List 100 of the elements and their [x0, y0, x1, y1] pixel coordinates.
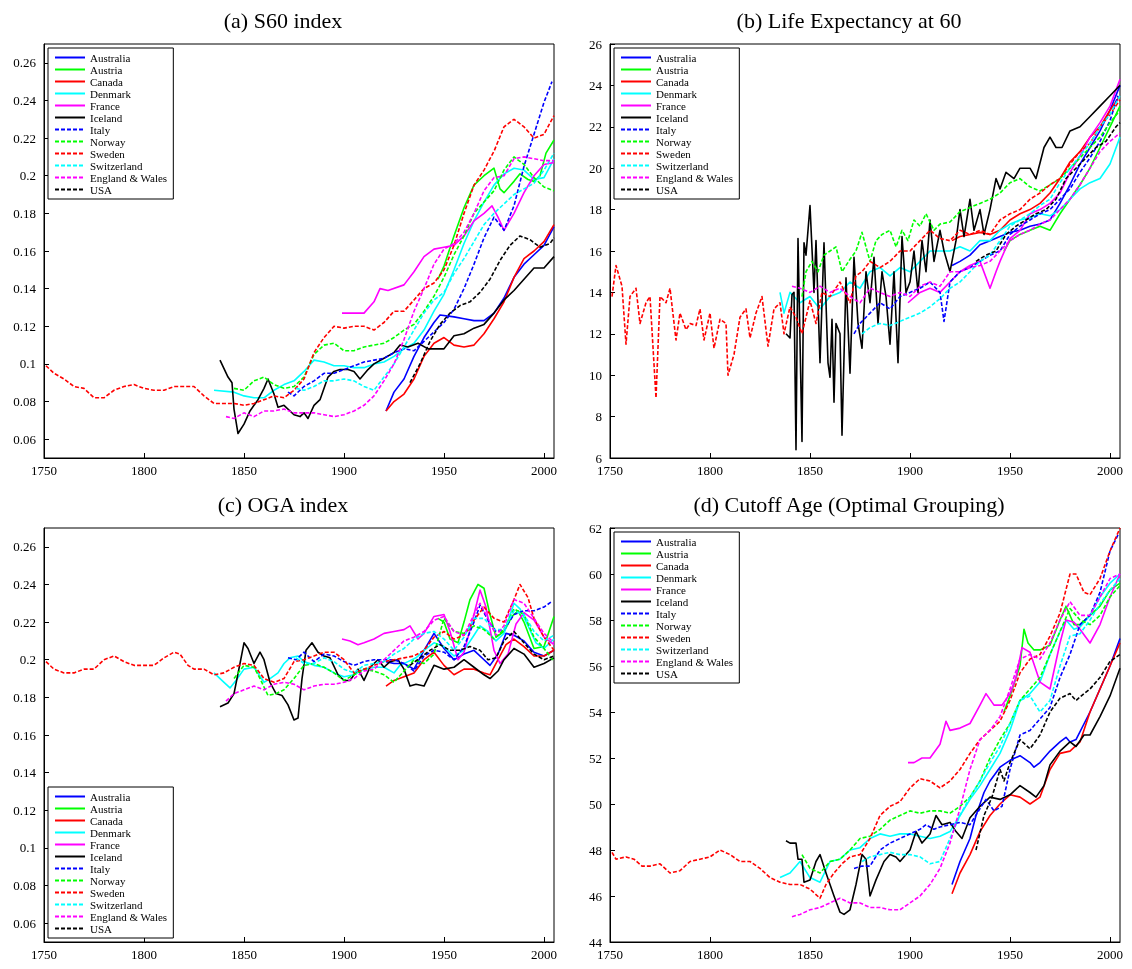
x-tick-label: 1800 [131, 463, 157, 478]
y-tick-label: 46 [589, 888, 603, 904]
chart-title: (d) Cutoff Age (Optimal Grouping) [693, 491, 1005, 517]
legend-label: Iceland [90, 850, 123, 863]
y-tick-label: 48 [589, 842, 602, 858]
legend-label: Switzerland [656, 159, 710, 172]
line-series [611, 99, 1121, 399]
x-tick-label: 1850 [231, 947, 257, 962]
legend-label: Norway [90, 135, 126, 148]
y-tick-label: 0.1 [19, 840, 36, 856]
line-series [611, 527, 1121, 900]
legend-label: USA [90, 922, 113, 935]
y-tick-label: 14 [589, 284, 603, 300]
y-tick-label: 8 [595, 409, 602, 425]
legend-label: Norway [90, 874, 126, 887]
x-tick-label: 1900 [331, 463, 357, 478]
legend-label: Canada [90, 75, 124, 88]
x-tick-label: 2000 [531, 463, 557, 478]
x-tick-label: 1750 [31, 947, 57, 962]
y-tick-label: 50 [589, 796, 602, 812]
line-series [45, 114, 555, 407]
y-tick-label: 44 [589, 934, 603, 950]
chart-title: (a) S60 index [223, 7, 343, 33]
y-tick-label: 0.24 [13, 576, 37, 592]
legend-label: Australia [90, 51, 131, 64]
line-series [801, 109, 1121, 298]
legend-label: Sweden [656, 631, 692, 644]
x-tick-label: 1800 [131, 947, 157, 962]
y-tick-label: 60 [589, 566, 602, 582]
y-tick-label: 16 [589, 243, 603, 259]
y-tick-label: 0.06 [13, 915, 37, 931]
y-tick-label: 18 [589, 202, 602, 218]
y-tick-label: 0.14 [13, 281, 37, 297]
x-tick-label: 1900 [897, 463, 923, 478]
y-tick-label: 0.26 [13, 539, 37, 555]
x-tick-label: 1800 [697, 463, 723, 478]
legend-label: Italy [90, 123, 111, 136]
legend-label: France [90, 99, 121, 112]
x-tick-label: 2000 [531, 947, 557, 962]
legend-label: Iceland [90, 111, 123, 124]
y-tick-label: 0.16 [13, 727, 37, 743]
chart-title: (b) Life Expectancy at 60 [736, 7, 962, 33]
y-tick-label: 20 [589, 160, 602, 176]
y-tick-label: 0.1 [19, 356, 36, 372]
x-tick-label: 1850 [797, 463, 823, 478]
legend-label: Sweden [656, 147, 692, 160]
y-tick-label: 10 [589, 367, 602, 383]
y-tick-label: 0.22 [13, 130, 36, 146]
legend-label: Denmark [656, 87, 698, 100]
y-tick-label: 0.16 [13, 243, 37, 259]
legend-label: Iceland [656, 111, 689, 124]
y-tick-label: 0.24 [13, 92, 37, 108]
y-tick-label: 24 [589, 77, 603, 93]
y-tick-label: 0.18 [13, 689, 36, 705]
legend-label: USA [90, 183, 113, 196]
line-series [287, 600, 553, 672]
legend-label: Norway [656, 135, 692, 148]
legend-label: Australia [656, 535, 697, 548]
x-tick-label: 1800 [697, 947, 723, 962]
y-tick-label: 0.26 [13, 55, 37, 71]
legend-label: Austria [90, 802, 123, 815]
y-tick-label: 0.14 [13, 765, 37, 781]
x-tick-label: 1900 [331, 947, 357, 962]
legend-label: Australia [90, 790, 131, 803]
y-tick-label: 0.08 [13, 878, 36, 894]
y-tick-label: 0.12 [13, 318, 36, 334]
x-tick-label: 1750 [597, 463, 623, 478]
legend-label: Switzerland [656, 643, 710, 656]
line-series [213, 602, 555, 689]
legend-label: France [656, 99, 687, 112]
y-tick-label: 0.12 [13, 802, 36, 818]
legend-label: Denmark [656, 571, 698, 584]
x-tick-label: 1900 [897, 947, 923, 962]
x-tick-label: 1750 [597, 947, 623, 962]
chart-title: (c) OGA index [217, 491, 349, 517]
legend-label: Norway [656, 619, 692, 632]
x-tick-label: 2000 [1097, 947, 1123, 962]
legend-label: Austria [656, 63, 689, 76]
y-tick-label: 0.06 [13, 431, 37, 447]
legend-label: Sweden [90, 886, 126, 899]
y-tick-label: 0.22 [13, 614, 36, 630]
y-tick-label: 54 [589, 704, 603, 720]
legend-label: Australia [656, 51, 697, 64]
x-tick-label: 1950 [997, 463, 1023, 478]
legend-label: Italy [90, 862, 111, 875]
legend-label: Canada [90, 814, 124, 827]
y-tick-label: 6 [595, 450, 603, 466]
y-tick-label: 0.08 [13, 394, 36, 410]
legend-label: France [656, 583, 687, 596]
legend-label: USA [656, 667, 679, 680]
legend-label: Denmark [90, 87, 132, 100]
y-tick-label: 0.2 [19, 168, 36, 184]
x-tick-label: 1850 [231, 463, 257, 478]
legend-label: England & Wales [90, 910, 168, 923]
legend-label: Sweden [90, 147, 126, 160]
y-tick-label: 58 [589, 612, 602, 628]
legend-label: Switzerland [90, 159, 144, 172]
legend-label: Iceland [656, 595, 689, 608]
y-tick-label: 12 [589, 326, 602, 342]
legend-label: Austria [656, 547, 689, 560]
